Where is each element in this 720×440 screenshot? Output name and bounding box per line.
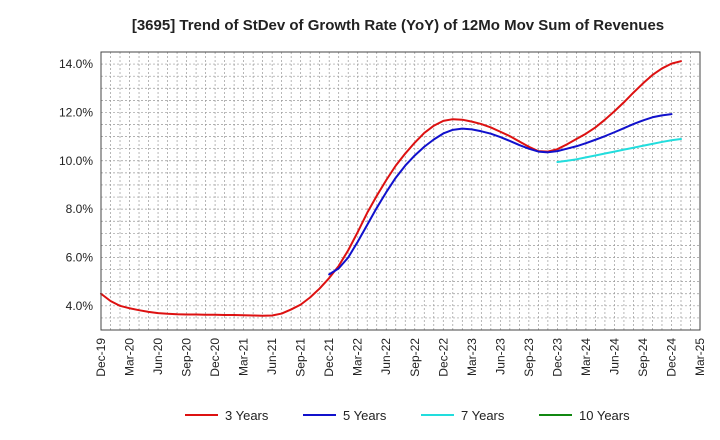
legend-label: 7 Years — [461, 408, 505, 423]
x-tick-label: Sep-22 — [408, 338, 422, 377]
x-tick-label: Mar-25 — [693, 338, 707, 376]
x-tick-label: Sep-21 — [294, 338, 308, 377]
x-tick-label: Jun-22 — [379, 338, 393, 375]
x-tick-label: Dec-24 — [664, 338, 678, 377]
x-tick-label: Dec-20 — [208, 338, 222, 377]
plot-area-frame — [100, 51, 701, 331]
y-tick-label: 14.0% — [59, 57, 93, 71]
x-tick-label: Sep-23 — [522, 338, 536, 377]
x-tick-label: Mar-23 — [465, 338, 479, 376]
x-tick-label: Dec-22 — [436, 338, 450, 377]
x-tick-label: Dec-19 — [94, 338, 108, 377]
series-lines — [100, 60, 682, 317]
legend-label: 5 Years — [343, 408, 387, 423]
legend-label: 10 Years — [579, 408, 630, 423]
x-tick-label: Dec-21 — [322, 338, 336, 377]
x-tick-label: Mar-21 — [237, 338, 251, 376]
x-tick-label: Mar-20 — [123, 338, 137, 376]
x-tick-label: Jun-21 — [265, 338, 279, 375]
y-tick-label: 10.0% — [59, 154, 93, 168]
grid — [101, 51, 700, 330]
x-tick-label: Jun-24 — [607, 338, 621, 375]
x-tick-label: Mar-24 — [579, 338, 593, 376]
x-tick-label: Mar-22 — [351, 338, 365, 376]
y-tick-label: 12.0% — [59, 105, 93, 119]
x-tick-label: Sep-20 — [180, 338, 194, 377]
y-tick-label: 4.0% — [66, 299, 94, 313]
x-tick-label: Jun-23 — [493, 338, 507, 375]
y-tick-label: 8.0% — [66, 202, 94, 216]
y-axis-ticks: 4.0% 6.0% 8.0% 10.0% 12.0% 14.0% — [59, 57, 93, 313]
y-tick-label: 6.0% — [66, 250, 94, 264]
series-line-5-years — [328, 113, 673, 276]
series-line-3-years — [100, 60, 682, 317]
legend: 3 Years 5 Years 7 Years 10 Years — [185, 408, 630, 423]
x-tick-label: Jun-20 — [151, 338, 165, 375]
series-line-7-years — [556, 138, 682, 163]
x-tick-label: Sep-24 — [636, 338, 650, 377]
legend-label: 3 Years — [225, 408, 269, 423]
x-tick-label: Dec-23 — [550, 338, 564, 377]
chart-title: [3695] Trend of StDev of Growth Rate (Yo… — [132, 17, 664, 34]
x-axis-ticks: Dec-19 Mar-20 Jun-20 Sep-20 Dec-20 Mar-21 Jun-… — [94, 338, 707, 377]
